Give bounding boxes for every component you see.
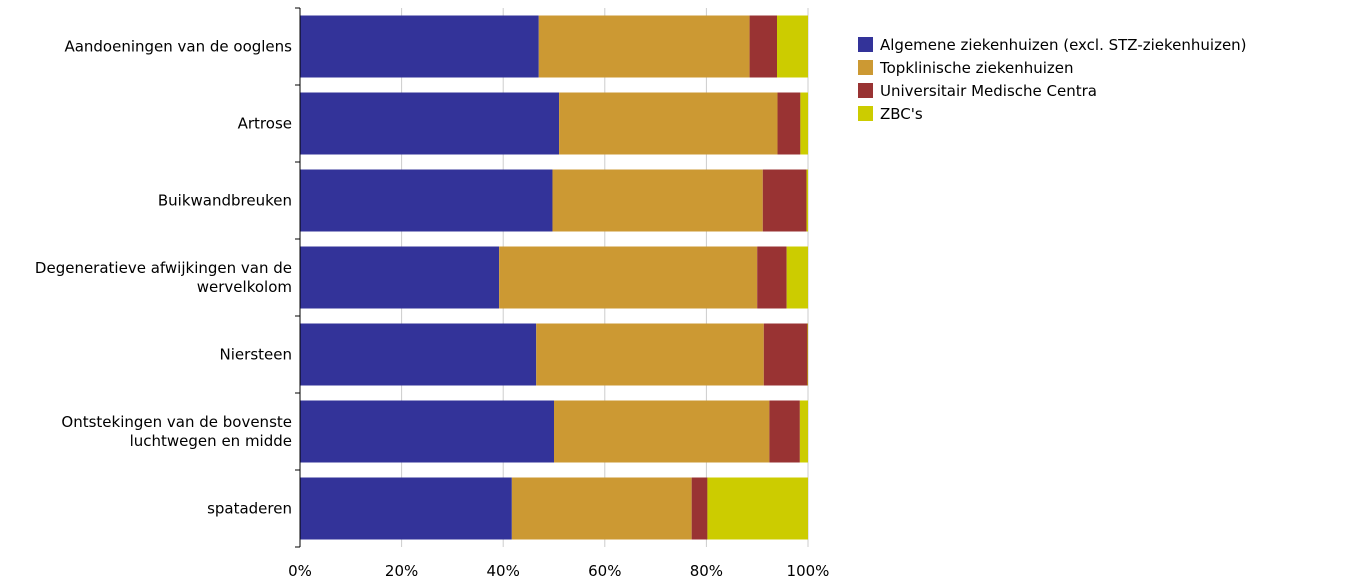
bar-segment [552,169,763,232]
category-label: spataderen [207,500,292,518]
category-label: Niersteen [220,346,292,364]
legend-item: Algemene ziekenhuizen (excl. STZ-ziekenh… [858,33,1247,56]
bar-segment [300,477,512,540]
bar-segment [559,92,778,155]
x-tick-label: 0% [288,562,312,580]
bar-segment [777,92,801,155]
legend-item: Universitair Medische Centra [858,79,1247,102]
bar-segment [554,400,770,463]
bar-segment [749,15,778,78]
legend-label: Topklinische ziekenhuizen [880,58,1074,77]
axes [295,7,301,548]
legend-item: ZBC's [858,102,1247,125]
x-tick-label: 80% [690,562,723,580]
bar-segment [757,246,787,309]
bar-segment [499,246,758,309]
bar-segment [807,323,808,386]
category-label: wervelkolom [197,278,292,296]
x-tick-label: 100% [787,562,830,580]
bar-segment [777,15,808,78]
bar-segment [300,246,500,309]
category-label: Artrose [238,115,292,133]
legend-item: Topklinische ziekenhuizen [858,56,1247,79]
bar-segment [511,477,692,540]
legend-label: ZBC's [880,104,923,123]
bar-segment [300,169,553,232]
bar-segment [799,400,808,463]
x-tick-label: 60% [588,562,621,580]
bar-segment [763,323,808,386]
bar-segment [300,92,560,155]
bar-segment [762,169,807,232]
bar-segment [691,477,708,540]
bar-segment [786,246,808,309]
bar-segment [806,169,808,232]
bar-segment [538,15,750,78]
legend-label: Universitair Medische Centra [880,81,1097,100]
legend-label: Algemene ziekenhuizen (excl. STZ-ziekenh… [880,35,1247,54]
bar-segment [300,400,554,463]
category-label: Degeneratieve afwijkingen van de [35,259,292,277]
legend-swatch [858,106,873,121]
legend-swatch [858,60,873,75]
bar-segment [536,323,764,386]
bars [300,15,808,540]
legend-swatch [858,83,873,98]
category-label: Ontstekingen van de bovenste [61,413,292,431]
category-label: luchtwegen en midde [130,432,292,450]
category-label: Aandoeningen van de ooglens [64,38,292,56]
bar-segment [707,477,808,540]
legend-swatch [858,37,873,52]
x-tick-label: 20% [385,562,418,580]
bar-segment [300,15,539,78]
x-tick-label: 40% [487,562,520,580]
bar-segment [800,92,808,155]
x-tick-labels: 0% 20% 40% 60% 80% 100% [288,562,829,580]
legend: Algemene ziekenhuizen (excl. STZ-ziekenh… [858,33,1247,125]
bar-segment [300,323,537,386]
category-label: Buikwandbreuken [158,192,292,210]
bar-segment [769,400,800,463]
category-labels: Aandoeningen van de ooglens Artrose Buikwa… [35,38,292,518]
